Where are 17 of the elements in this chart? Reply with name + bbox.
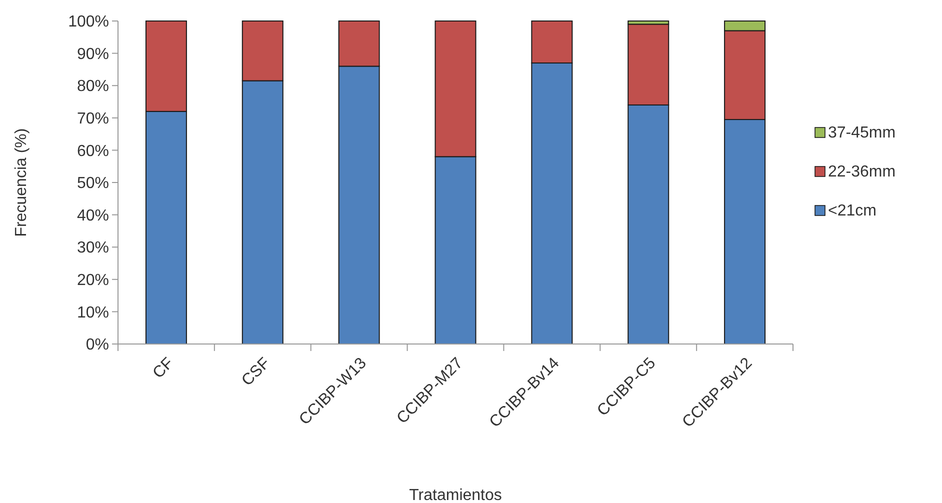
legend-label: <21cm bbox=[828, 202, 876, 220]
y-tick-label: 40% bbox=[76, 207, 109, 224]
y-tick-label: 10% bbox=[76, 304, 109, 322]
x-tick-label: CF bbox=[150, 354, 178, 382]
y-tick-label: 70% bbox=[76, 110, 109, 128]
y-tick-label: 20% bbox=[76, 272, 109, 289]
y-tick-label: 80% bbox=[76, 78, 109, 96]
y-tick-label: 0% bbox=[86, 336, 109, 354]
y-axis-title: Frecuencia (%) bbox=[13, 128, 30, 237]
legend-label: 22-36mm bbox=[828, 164, 896, 180]
y-tick-label: 50% bbox=[76, 175, 109, 192]
y-tick-label: 90% bbox=[76, 46, 109, 63]
y-tick-label: 100% bbox=[68, 14, 109, 31]
y-tick-label: 30% bbox=[76, 240, 109, 257]
legend-label: 37-45mm bbox=[828, 124, 896, 142]
x-axis-title: Tratamientos bbox=[409, 487, 502, 503]
y-tick-label: 60% bbox=[76, 142, 109, 160]
